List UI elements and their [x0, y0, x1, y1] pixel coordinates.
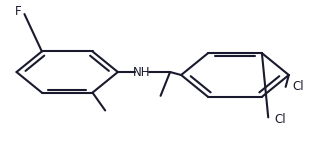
Text: Cl: Cl [274, 113, 286, 126]
Text: Cl: Cl [292, 80, 304, 93]
Text: F: F [15, 5, 21, 18]
Text: NH: NH [133, 66, 150, 79]
